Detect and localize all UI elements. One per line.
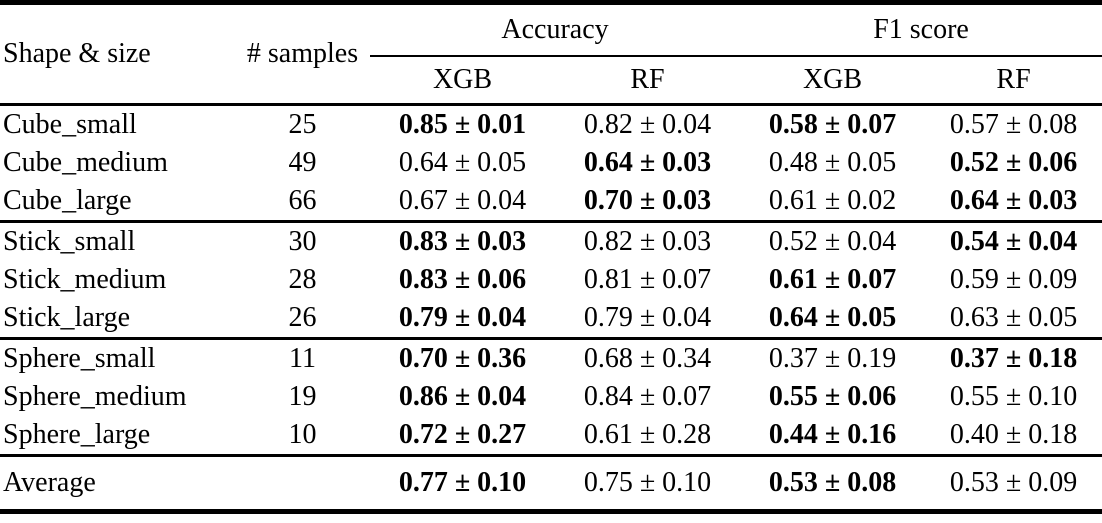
- table-row: Average 0.77 ± 0.10 0.75 ± 0.10 0.53 ± 0.08…: [0, 454, 1102, 512]
- row-group-cube: Cube_small 25 0.85 ± 0.01 0.82 ± 0.04 0.58 ±…: [0, 103, 1102, 222]
- row-group-stick: Stick_small 30 0.83 ± 0.03 0.82 ± 0.03 0.52 …: [0, 220, 1102, 339]
- metric-value: 0.75 ± 0.10: [555, 454, 741, 512]
- col-header-shape-size: Shape & size: [0, 2, 235, 106]
- row-label: Average: [0, 454, 235, 512]
- metric-value: 0.84 ± 0.07: [583, 381, 712, 412]
- metric-value: 0.83 ± 0.03: [370, 220, 555, 261]
- col-group-f1-score: F1 score: [740, 2, 1102, 57]
- samples-value: 66: [288, 185, 317, 216]
- table-row: Sphere_large 10 0.72 ± 0.27 0.61 ± 0.28 0.44…: [0, 416, 1102, 456]
- metric-value: 0.72 ± 0.27: [398, 419, 527, 450]
- row-label: Stick_large: [3, 302, 131, 333]
- metric-value: 0.55 ± 0.06: [768, 381, 897, 412]
- metric-value: 0.86 ± 0.04: [398, 381, 527, 412]
- metric-value: 0.82 ± 0.03: [555, 220, 741, 261]
- samples-value: 11: [235, 337, 370, 378]
- col-group-accuracy: Accuracy: [370, 2, 741, 57]
- metric-value: 0.64 ± 0.05: [398, 147, 527, 178]
- samples-value: 26: [288, 302, 317, 333]
- metric-value: 0.59 ± 0.09: [949, 264, 1078, 295]
- row-group-sphere: Sphere_small 11 0.70 ± 0.36 0.68 ± 0.34 0.37…: [0, 337, 1102, 456]
- metric-value: 0.81 ± 0.07: [583, 264, 712, 295]
- metric-value: 0.67 ± 0.04: [398, 185, 527, 216]
- metric-value: 0.61 ± 0.02: [768, 185, 897, 216]
- row-label: Sphere_medium: [3, 381, 187, 412]
- metric-value: 0.54 ± 0.04: [925, 220, 1102, 261]
- metric-value: 0.48 ± 0.05: [768, 147, 897, 178]
- row-label: Cube_large: [3, 185, 132, 216]
- metric-value: 0.53 ± 0.09: [925, 454, 1102, 512]
- metric-value: 0.40 ± 0.18: [949, 419, 1078, 450]
- metric-value: 0.85 ± 0.01: [370, 103, 555, 144]
- samples-value: 28: [288, 264, 317, 295]
- row-label: Stick_small: [0, 220, 235, 261]
- metric-value: 0.64 ± 0.05: [768, 302, 897, 333]
- metric-value: 0.64 ± 0.03: [949, 185, 1078, 216]
- row-label: Cube_medium: [3, 147, 168, 178]
- metric-value: 0.61 ± 0.28: [583, 419, 712, 450]
- metric-value: 0.64 ± 0.03: [583, 147, 712, 178]
- metric-value: 0.53 ± 0.08: [740, 454, 926, 512]
- metric-value: 0.68 ± 0.34: [555, 337, 741, 378]
- col-header-f1-rf: RF: [925, 56, 1102, 106]
- table-header: Shape & size # samples Accuracy F1 score…: [0, 2, 1102, 106]
- row-group-average: Average 0.77 ± 0.10 0.75 ± 0.10 0.53 ± 0.08…: [0, 454, 1102, 512]
- row-label: Sphere_large: [3, 419, 151, 450]
- metric-value: 0.57 ± 0.08: [925, 103, 1102, 144]
- header-row-models: XGB RF XGB RF: [0, 56, 1102, 106]
- metric-value: 0.61 ± 0.07: [768, 264, 897, 295]
- samples-value: 30: [235, 220, 370, 261]
- metric-value: 0.52 ± 0.04: [740, 220, 926, 261]
- row-label: Cube_small: [0, 103, 235, 144]
- table-row: Stick_small 30 0.83 ± 0.03 0.82 ± 0.03 0.52 …: [0, 220, 1102, 261]
- metric-value: 0.37 ± 0.18: [925, 337, 1102, 378]
- metric-value: 0.55 ± 0.10: [949, 381, 1078, 412]
- row-label: Stick_medium: [3, 264, 167, 295]
- table-row: Cube_large 66 0.67 ± 0.04 0.70 ± 0.03 0.61 ±…: [0, 182, 1102, 222]
- metric-value: 0.79 ± 0.04: [583, 302, 712, 333]
- metric-value: 0.70 ± 0.03: [583, 185, 712, 216]
- metric-value: 0.79 ± 0.04: [398, 302, 527, 333]
- metric-value: 0.63 ± 0.05: [949, 302, 1078, 333]
- metric-value: 0.82 ± 0.04: [555, 103, 741, 144]
- metric-value: 0.83 ± 0.06: [398, 264, 527, 295]
- col-header-accuracy-rf: RF: [555, 56, 741, 106]
- col-header-accuracy-xgb: XGB: [370, 56, 555, 106]
- metric-value: 0.44 ± 0.16: [768, 419, 897, 450]
- table-row: Sphere_medium 19 0.86 ± 0.04 0.84 ± 0.07 0.5…: [0, 378, 1102, 416]
- samples-value: 10: [288, 419, 317, 450]
- header-row-groups: Shape & size # samples Accuracy F1 score: [0, 2, 1102, 106]
- samples-value: [235, 454, 370, 512]
- metric-value: 0.37 ± 0.19: [740, 337, 926, 378]
- samples-value: 49: [288, 147, 317, 178]
- table-row: Cube_small 25 0.85 ± 0.01 0.82 ± 0.04 0.58 ±…: [0, 103, 1102, 144]
- metric-value: 0.52 ± 0.06: [949, 147, 1078, 178]
- samples-value: 25: [235, 103, 370, 144]
- col-header-f1-xgb: XGB: [740, 56, 926, 106]
- metric-value: 0.58 ± 0.07: [740, 103, 926, 144]
- col-header-samples: # samples: [235, 2, 370, 106]
- row-label: Sphere_small: [0, 337, 235, 378]
- table-row: Cube_medium 49 0.64 ± 0.05 0.64 ± 0.03 0.48 …: [0, 144, 1102, 182]
- samples-value: 19: [288, 381, 317, 412]
- metric-value: 0.77 ± 0.10: [370, 454, 555, 512]
- table-row: Stick_large 26 0.79 ± 0.04 0.79 ± 0.04 0.64 …: [0, 299, 1102, 339]
- metric-value: 0.70 ± 0.36: [370, 337, 555, 378]
- table-row: Stick_medium 28 0.83 ± 0.06 0.81 ± 0.07 0.61…: [0, 261, 1102, 299]
- table-row: Sphere_small 11 0.70 ± 0.36 0.68 ± 0.34 0.37…: [0, 337, 1102, 378]
